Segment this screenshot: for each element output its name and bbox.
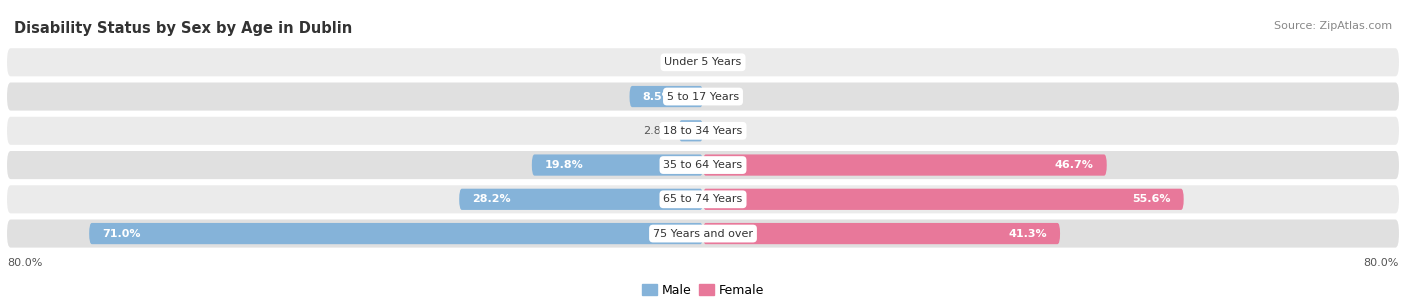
Text: 5 to 17 Years: 5 to 17 Years — [666, 92, 740, 102]
Text: 8.5%: 8.5% — [643, 92, 673, 102]
Text: 35 to 64 Years: 35 to 64 Years — [664, 160, 742, 170]
Text: 0.0%: 0.0% — [711, 57, 740, 67]
FancyBboxPatch shape — [531, 154, 703, 176]
FancyBboxPatch shape — [679, 120, 703, 142]
FancyBboxPatch shape — [7, 82, 1399, 111]
Text: 80.0%: 80.0% — [7, 258, 42, 268]
FancyBboxPatch shape — [460, 189, 703, 210]
Text: 65 to 74 Years: 65 to 74 Years — [664, 194, 742, 204]
FancyBboxPatch shape — [703, 154, 1107, 176]
Text: 28.2%: 28.2% — [472, 194, 510, 204]
FancyBboxPatch shape — [7, 220, 1399, 248]
Text: Source: ZipAtlas.com: Source: ZipAtlas.com — [1274, 21, 1392, 31]
Text: 19.8%: 19.8% — [544, 160, 583, 170]
Text: 75 Years and over: 75 Years and over — [652, 228, 754, 239]
Legend: Male, Female: Male, Female — [637, 279, 769, 302]
Text: 0.0%: 0.0% — [711, 92, 740, 102]
Text: 0.0%: 0.0% — [666, 57, 695, 67]
Text: Under 5 Years: Under 5 Years — [665, 57, 741, 67]
FancyBboxPatch shape — [7, 48, 1399, 76]
Text: 80.0%: 80.0% — [1364, 258, 1399, 268]
FancyBboxPatch shape — [703, 223, 1060, 244]
Text: 0.0%: 0.0% — [711, 126, 740, 136]
Text: 18 to 34 Years: 18 to 34 Years — [664, 126, 742, 136]
FancyBboxPatch shape — [7, 185, 1399, 213]
Text: 55.6%: 55.6% — [1132, 194, 1171, 204]
FancyBboxPatch shape — [703, 189, 1184, 210]
Text: 41.3%: 41.3% — [1008, 228, 1047, 239]
FancyBboxPatch shape — [7, 117, 1399, 145]
FancyBboxPatch shape — [89, 223, 703, 244]
FancyBboxPatch shape — [7, 151, 1399, 179]
Text: 2.8%: 2.8% — [644, 126, 672, 136]
Text: 71.0%: 71.0% — [103, 228, 141, 239]
FancyBboxPatch shape — [630, 86, 703, 107]
Text: 46.7%: 46.7% — [1054, 160, 1094, 170]
Text: Disability Status by Sex by Age in Dublin: Disability Status by Sex by Age in Dubli… — [14, 21, 353, 36]
